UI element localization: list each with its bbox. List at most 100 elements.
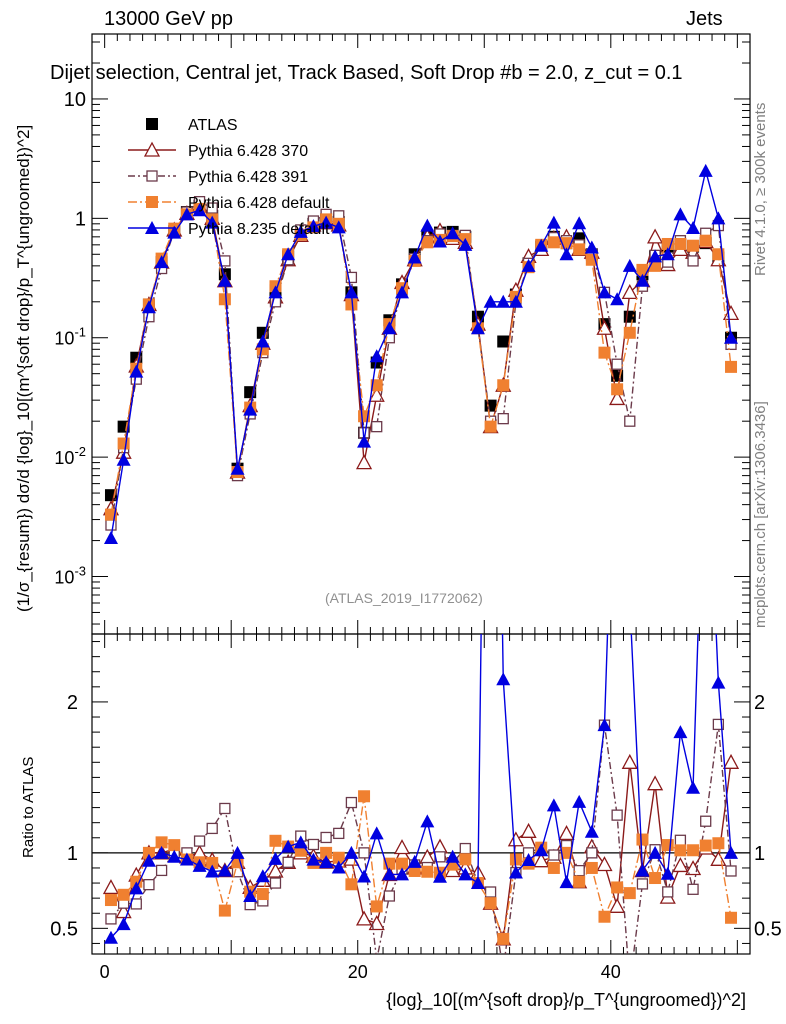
data-point-main [624, 415, 636, 427]
data-point-ratio [179, 852, 194, 866]
data-point-ratio [558, 825, 575, 841]
data-point-main [243, 402, 258, 416]
data-point-main [281, 247, 296, 261]
data-point-ratio [484, 886, 497, 898]
y-tick-label-main: 10-2 [54, 444, 86, 468]
data-point-main [611, 358, 623, 370]
data-point-main [547, 236, 560, 249]
data-point-main [205, 215, 220, 229]
data-point-ratio [421, 865, 434, 878]
data-point-ratio [623, 594, 637, 607]
y-tick-label-main: 1 [75, 208, 86, 230]
data-point-ratio [105, 913, 117, 925]
legend-marker [143, 141, 161, 157]
data-point-ratio [621, 753, 638, 769]
data-point-ratio [459, 853, 472, 866]
plot-title: Dijet selection, Central jet, Track Base… [50, 62, 683, 84]
data-point-main [686, 221, 701, 235]
header-left: 13000 GeV pp [104, 8, 233, 30]
data-point-ratio [699, 839, 712, 852]
data-point-main [421, 236, 434, 249]
series-line-ratio [110, 724, 732, 954]
data-point-ratio [370, 900, 383, 913]
data-point-main [484, 420, 497, 433]
data-point-main [432, 234, 447, 248]
data-point-ratio [534, 843, 549, 857]
data-point-main [609, 390, 626, 406]
data-point-ratio [154, 845, 169, 859]
data-point-main [673, 207, 688, 221]
data-point-ratio [103, 930, 118, 944]
data-point-ratio [484, 897, 497, 910]
legend-marker [146, 196, 158, 208]
data-point-main [129, 364, 144, 378]
series-line-ratio [110, 634, 732, 939]
ratio-y-axis-label: Ratio to ATLAS [20, 756, 37, 858]
data-point-ratio [358, 847, 370, 859]
y-tick-label-main: 10-1 [54, 325, 86, 349]
legend: ATLAS Pythia 6.428 370 Pythia 6.428 391 Pyt… [128, 117, 330, 238]
data-point-main [344, 285, 359, 299]
data-point-main [648, 249, 663, 263]
data-point-ratio [635, 863, 650, 877]
series-line-main [110, 208, 732, 515]
data-point-main [319, 215, 334, 229]
ratio-plot-frame [91, 633, 751, 955]
data-point-main [230, 461, 245, 475]
data-point-ratio [293, 835, 308, 849]
data-point-ratio [218, 904, 231, 917]
data-point-ratio [559, 875, 574, 889]
x-axis-label: {log}_10[(m^{soft drop}/p_T^{ungroomed})… [386, 990, 746, 1010]
y-tick-label-ratio: 0.5 [50, 918, 78, 940]
data-point-ratio [636, 833, 649, 846]
data-point-main [331, 220, 346, 234]
legend-label: Pythia 6.428 370 [188, 143, 308, 160]
data-point-main [598, 346, 611, 359]
data-point-ratio [369, 826, 384, 840]
data-point-ratio [306, 852, 321, 866]
data-point-main [167, 225, 182, 239]
data-point-main [306, 219, 321, 233]
data-point-ratio [636, 878, 649, 890]
data-point-main [217, 273, 232, 287]
data-point-main [635, 273, 650, 287]
y-tick-label-ratio: 1 [67, 843, 78, 865]
data-point-ratio [509, 853, 522, 866]
legend-label: Pythia 6.428 default [188, 195, 330, 212]
axes: 0 20 40 10-3 10-2 10-1 1 10 0.5 0.5 1 1 2 2 [50, 34, 782, 982]
data-point-ratio [331, 860, 346, 874]
data-point-main [621, 283, 638, 299]
data-point-main [458, 237, 473, 251]
data-point-ratio [722, 753, 740, 769]
data-point-ratio [596, 856, 613, 872]
data-point-main [496, 294, 511, 308]
data-point-main [711, 211, 726, 225]
x-tick-label: 20 [348, 962, 368, 982]
data-point-ratio [408, 864, 421, 877]
data-point-ratio [319, 855, 334, 869]
data-point-main [345, 271, 358, 284]
data-point-ratio [572, 794, 587, 808]
data-point-ratio [219, 802, 231, 815]
data-point-ratio [432, 869, 447, 883]
data-point-main [622, 258, 637, 272]
data-point-main [687, 239, 700, 252]
y-tick-label-ratio-right: 0.5 [754, 918, 782, 940]
data-point-ratio [661, 839, 674, 852]
series-main-4 [103, 163, 739, 545]
data-point-ratio [431, 838, 449, 854]
data-point-ratio [155, 836, 168, 849]
data-point-main [345, 298, 358, 311]
data-point-ratio [267, 862, 284, 878]
data-point-main [116, 452, 131, 466]
data-point-ratio [660, 866, 675, 880]
data-point-ratio [498, 965, 508, 975]
data-point-main [636, 263, 649, 276]
data-point-ratio [610, 336, 624, 349]
data-point-main [355, 454, 373, 470]
data-point-ratio [142, 846, 155, 859]
data-point-ratio [243, 888, 258, 902]
data-point-ratio [674, 834, 687, 846]
legend-label: Pythia 6.428 391 [188, 169, 308, 186]
